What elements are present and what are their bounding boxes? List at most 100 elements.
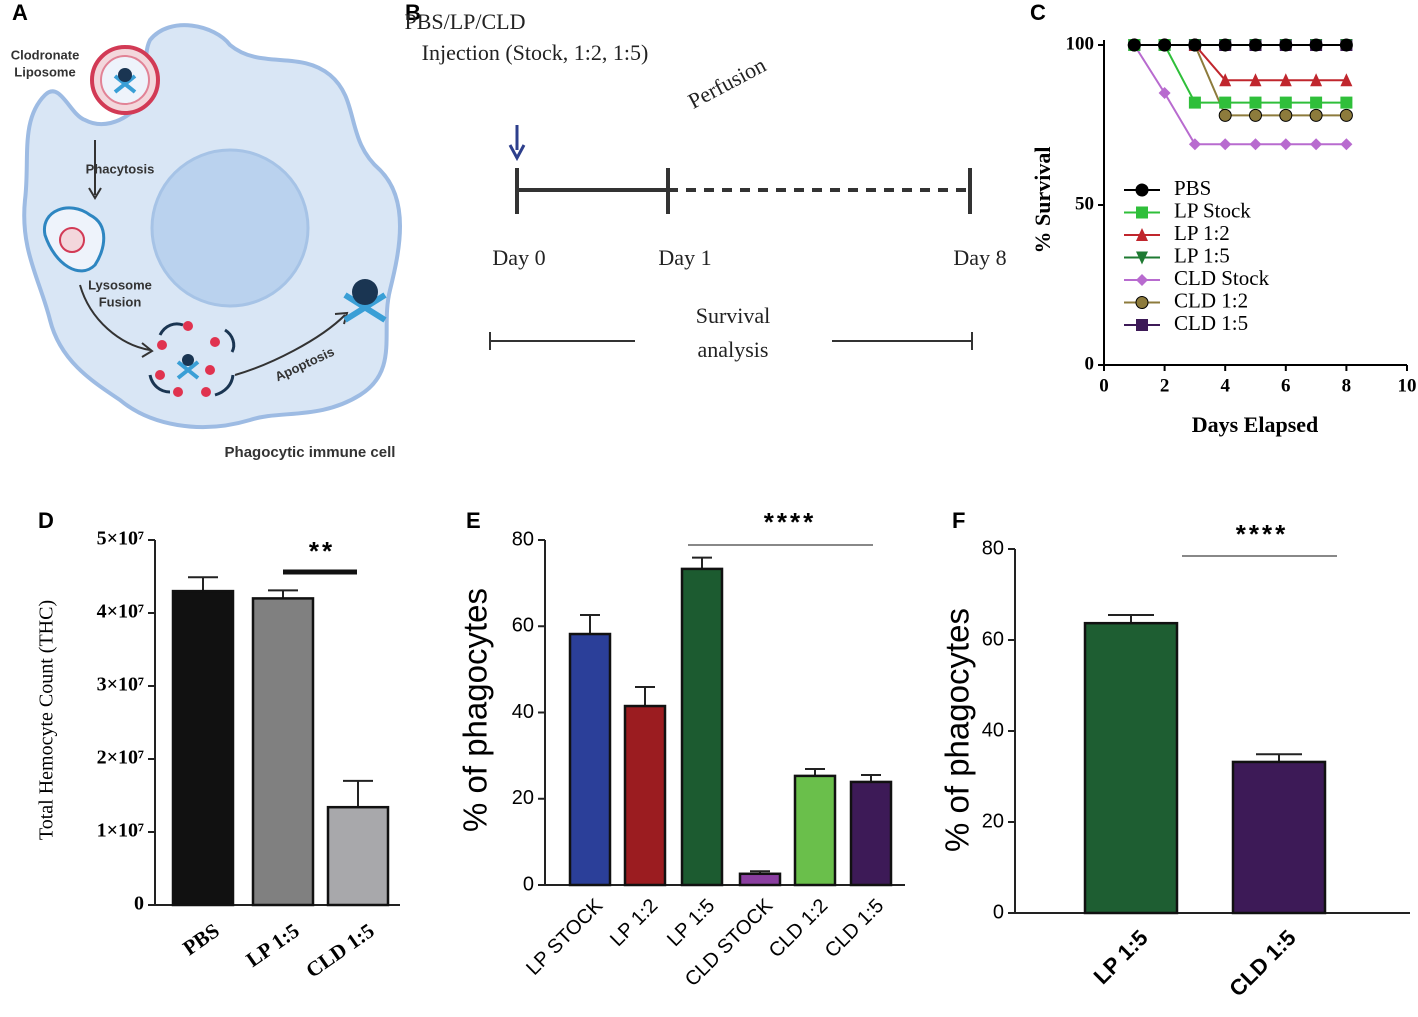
y-tick-label: 1×10⁷ [97, 820, 144, 842]
cell-diagram: Clodronate Liposome Phacytosis Lysosome … [11, 23, 402, 461]
bar [568, 632, 612, 887]
diagram-label: Fusion [99, 294, 142, 309]
skull-icon [352, 279, 378, 305]
bar [849, 780, 893, 887]
x-tick-label: CLD 1:2 [765, 895, 832, 962]
y-axis-title: % Survival [1030, 147, 1055, 254]
arrowhead [141, 342, 154, 358]
arrowhead [334, 311, 349, 325]
marker [1127, 38, 1141, 52]
bar [326, 805, 390, 907]
panel-label: F [952, 508, 965, 533]
marker [1340, 73, 1353, 87]
bar [1083, 621, 1179, 915]
marker [1219, 138, 1232, 151]
timeline-label: analysis [698, 337, 769, 362]
series [1128, 39, 1353, 151]
timeline-label: Injection (Stock, 1:2, 1:5) [422, 40, 649, 65]
diagram-label: Phagocytic immune cell [225, 444, 396, 461]
phagosome-liposome [59, 227, 85, 253]
marker [1309, 38, 1323, 52]
marker [1310, 138, 1323, 151]
timeline-label: Day 8 [953, 245, 1006, 270]
x-tick-label: 6 [1281, 375, 1291, 396]
marker [1249, 138, 1262, 151]
x-tick-label: 10 [1398, 375, 1417, 396]
x-tick-label: LP 1:5 [663, 895, 719, 951]
legend-marker [1136, 251, 1148, 265]
diagram-label: Phacytosis [86, 161, 155, 176]
skull-icon [176, 360, 200, 380]
timeline-label: Survival [696, 303, 771, 328]
marker [1340, 138, 1353, 151]
y-tick-label: 20 [982, 810, 1004, 832]
y-tick-label: 5×10⁷ [97, 528, 144, 550]
marker [1279, 138, 1292, 151]
bar [1231, 760, 1327, 915]
y-tick-label: 3×10⁷ [97, 674, 144, 696]
timeline: PBS/LP/CLD Injection (Stock, 1:2, 1:5) P… [404, 9, 1006, 362]
panel-label: C [1030, 0, 1046, 25]
panel-label: D [38, 508, 54, 533]
skull-icon [343, 292, 387, 323]
y-axis-title: % of phagocytes [457, 588, 494, 832]
series [1127, 38, 1353, 52]
skull-icon [182, 354, 194, 366]
bar [623, 704, 667, 887]
liposome-fragments [155, 321, 220, 397]
x-tick-label: 2 [1160, 375, 1170, 396]
y-tick-label: 40 [982, 719, 1004, 741]
x-tick-label: 0 [1099, 375, 1109, 396]
legend-marker [1136, 319, 1148, 331]
legend-marker [1135, 183, 1149, 197]
y-tick-label: 60 [982, 628, 1004, 650]
y-tick-label: 80 [982, 537, 1004, 559]
arrowhead [88, 187, 102, 200]
panel-label: B [405, 0, 421, 25]
x-tick-label: LP 1:5 [242, 918, 304, 971]
arrow [79, 284, 151, 351]
diagram-label: Lysosome [88, 277, 152, 292]
bar [680, 567, 724, 887]
y-tick-label: 80 [512, 528, 534, 550]
legend-label: PBS [1174, 176, 1211, 200]
y-tick-label: 50 [1075, 193, 1094, 214]
marker [1310, 73, 1323, 87]
timeline-label: Day 0 [492, 245, 545, 270]
x-tick-label: 8 [1342, 375, 1352, 396]
bar [251, 597, 315, 907]
y-tick-label: 0 [1085, 353, 1095, 374]
marker [1340, 96, 1353, 109]
legend-marker [1136, 274, 1148, 286]
y-tick-label: 0 [523, 873, 534, 895]
y-tick-label: 20 [512, 787, 534, 809]
panel-label: A [12, 0, 28, 25]
y-tick-label: 0 [993, 901, 1004, 923]
marker [1218, 38, 1232, 52]
marker [1310, 96, 1323, 109]
marker [1279, 38, 1293, 52]
legend-label: LP Stock [1174, 198, 1251, 222]
legend-label: LP 1:5 [1174, 243, 1230, 267]
legend-marker [1135, 296, 1149, 309]
x-tick-label: LP 1:5 [1089, 925, 1153, 989]
legend-label: LP 1:2 [1174, 221, 1230, 245]
diagram-label: Clodronate [11, 47, 80, 62]
timeline-label: PBS/LP/CLD [404, 9, 525, 34]
x-axis-title: Days Elapsed [1192, 412, 1319, 437]
skull-icon [118, 68, 132, 82]
timeline-label: Day 1 [658, 245, 711, 270]
x-tick-label: LP STOCK [522, 894, 607, 979]
diagram-label: Liposome [14, 64, 75, 79]
y-tick-label: 100 [1066, 33, 1095, 54]
panel-label: E [466, 508, 481, 533]
marker [1219, 73, 1232, 87]
bar [738, 872, 782, 887]
y-axis-title: % of phagocytes [939, 608, 976, 852]
skull-icon [113, 74, 137, 94]
y-tick-label: 40 [512, 701, 534, 723]
significance-label: ** [309, 536, 335, 566]
x-tick-label: LP 1:2 [606, 895, 662, 951]
marker [1339, 38, 1353, 52]
x-tick-label: CLD 1:5 [1224, 925, 1300, 1001]
